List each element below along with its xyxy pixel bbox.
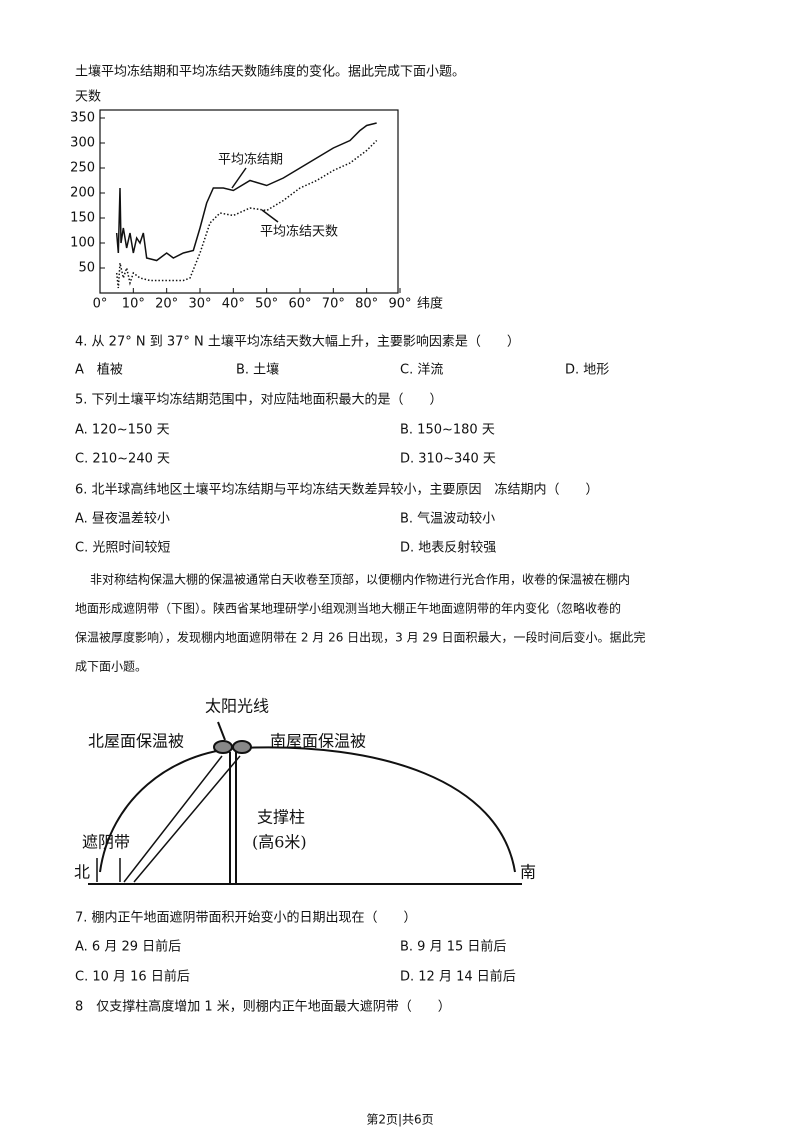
annotation-arrow [231, 167, 247, 189]
question-stem: 4. 从 27° N 到 37° N 土壤平均冻结天数大幅上升，主要影响因素是（… [75, 334, 520, 350]
series-annotation: 平均冻结天数 [260, 224, 338, 240]
y-tick-label: 50 [78, 261, 95, 276]
sun-ray [123, 755, 223, 883]
question-stem: 5. 下列土壤平均冻结期范围中，对应陆地面积最大的是（ ） [75, 392, 443, 408]
paragraph-line: 成下面小题。 [75, 660, 147, 674]
greenhouse-arch [99, 746, 516, 873]
option: C. 10 月 16 日前后 [75, 969, 190, 985]
option: B. 9 月 15 日前后 [400, 939, 506, 955]
option: A. 120~150 天 [75, 423, 170, 438]
option: A. 6 月 29 日前后 [75, 939, 181, 955]
x-tick-label: 60° [288, 297, 311, 312]
cover-roll [232, 740, 252, 754]
x-tick-label: 90° [388, 297, 411, 312]
x-tick-label: 0° [93, 297, 108, 312]
diagram-label: 南 [520, 863, 536, 882]
question-stem: 8 仅支撑柱高度增加 1 米，则棚内正午地面最大遮阴带（ ） [75, 999, 451, 1015]
diagram-label: (高6米) [252, 833, 307, 852]
paragraph-line: 地面形成遮阴带（下图）。陕西省某地理研学小组观测当地大棚正午地面遮阴带的年内变化… [75, 601, 621, 616]
cover-roll [213, 740, 233, 754]
x-tick-label: 20° [155, 297, 178, 312]
diagram-label: 支撑柱 [257, 808, 305, 827]
option: C. 洋流 [400, 363, 443, 378]
question-stem: 7. 棚内正午地面遮阴带面积开始变小的日期出现在（ ） [75, 910, 417, 926]
option: B. 土壤 [236, 362, 279, 378]
x-tick-label: 30° [188, 297, 211, 312]
option: C. 210~240 天 [75, 452, 170, 467]
diagram-label: 遮阴带 [82, 833, 130, 852]
intro: 土壤平均冻结期和平均冻结天数随纬度的变化。据此完成下面小题。 [75, 64, 465, 80]
diagram-label: 南屋面保温被 [270, 732, 366, 751]
x-tick-label: 70° [322, 297, 345, 312]
y-tick-label: 300 [70, 136, 95, 151]
x-tick-label: 80° [355, 297, 378, 312]
option: D. 地表反射较强 [400, 540, 496, 556]
sun-ray [133, 755, 241, 883]
option: D. 地形 [565, 363, 609, 378]
option: D. 12 月 14 日前后 [400, 969, 516, 985]
paragraph-line: 非对称结构保温大棚的保温被通常白天收卷至顶部，以便棚内作物进行光合作用，收卷的保… [90, 572, 630, 587]
y-axis-label: 天数 [75, 90, 101, 105]
footer: 第2页|共6页 [366, 1113, 433, 1127]
diagram-label: 北 [74, 863, 90, 882]
paragraph-line: 保温被厚度影响），发现棚内地面遮阴带在 2 月 26 日出现，3 月 29 日面… [75, 630, 646, 645]
option: A. 昼夜温差较小 [75, 512, 170, 527]
x-tick-label: 10° [122, 297, 145, 312]
y-tick-label: 100 [70, 236, 95, 251]
option: D. 310~340 天 [400, 452, 496, 467]
option: B. 气温波动较小 [400, 511, 495, 527]
y-tick-label: 150 [70, 211, 95, 226]
diagram-label: 北屋面保温被 [88, 732, 184, 751]
question-stem: 6. 北半球高纬地区土壤平均冻结期与平均冻结天数差异较小，主要原因 冻结期内（ … [75, 482, 599, 498]
sun-pointer [217, 721, 226, 741]
y-tick-label: 200 [70, 186, 95, 201]
option: B. 150~180 天 [400, 423, 495, 438]
option: A 植被 [75, 363, 123, 378]
plot-frame [99, 109, 399, 294]
diagram-label: 太阳光线 [205, 697, 269, 716]
data-line [115, 122, 377, 262]
x-axis-label: 纬度 [417, 296, 443, 312]
annotation-arrow [261, 209, 279, 223]
greenhouse-diagram [88, 721, 522, 885]
x-tick-label: 50° [255, 297, 278, 312]
option: C. 光照时间较短 [75, 541, 170, 556]
series-annotation: 平均冻结期 [218, 152, 283, 168]
y-tick-label: 250 [70, 161, 95, 176]
y-tick-label: 350 [70, 111, 95, 126]
x-tick-label: 40° [222, 297, 245, 312]
